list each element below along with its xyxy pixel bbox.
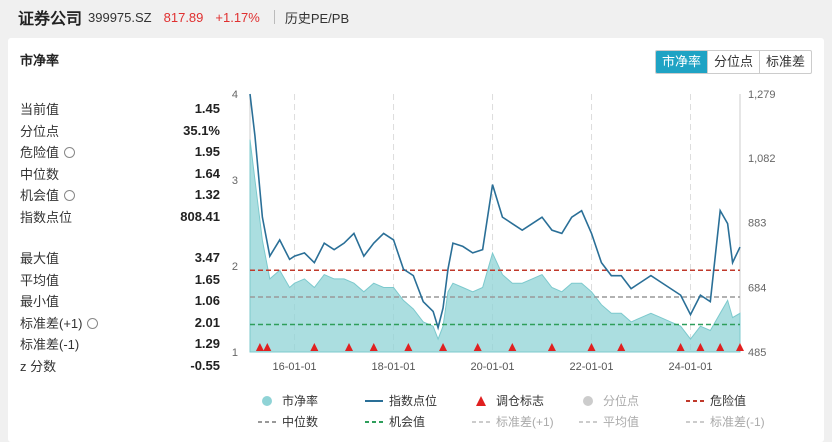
gear-icon[interactable] (64, 190, 76, 202)
rebalance-marker (255, 343, 264, 351)
stats-list: 当前值 1.45 分位点 35.1% 危险值 1.95 中位数 1.64 机会值 1.32… (20, 98, 220, 376)
header-bar: 证券公司 399975.SZ 817.89 +1.17% 历史PE/PB (0, 0, 832, 34)
stat-sd-plus: 标准差(+1) 2.01 (20, 314, 220, 331)
legend-sd-plus[interactable]: 标准差(+1) (472, 415, 554, 429)
x-tick-label: 22-01-01 (569, 361, 613, 373)
legend-median[interactable]: 中位数 (258, 415, 319, 429)
legend-percentile[interactable]: 分位点 (579, 392, 686, 409)
x-tick-label: 20-01-01 (471, 361, 515, 373)
pb-chart: 1 2 3 4 485 684 883 1,082 1,279 16-01-01 18-01-01 2… (232, 89, 776, 373)
percentile-button[interactable]: 分位点 (706, 51, 759, 73)
rebalance-marker (617, 343, 626, 351)
y-right-tick-label: 485 (748, 347, 766, 359)
rebalance-marker (676, 343, 685, 351)
metric-switcher: 市净率 分位点 标准差 (654, 50, 812, 74)
stat-current: 当前值 1.45 (20, 101, 220, 118)
rebalance-marker (547, 343, 556, 351)
x-tick-label: 16-01-01 (273, 361, 317, 373)
x-tick-label: 24-01-01 (668, 361, 712, 373)
rebalance-marker (439, 343, 448, 351)
index-change: +1.17% (215, 9, 260, 25)
legend-sd-minus[interactable]: 标准差(-1) (686, 415, 765, 429)
pb-button[interactable]: 市净率 (655, 51, 707, 73)
stat-min: 最小值 1.06 (20, 293, 220, 310)
stat-z: z 分数 -0.55 (20, 357, 220, 374)
legend-rebalance[interactable]: 调仓标志 (472, 392, 579, 409)
index-name: 证券公司 (18, 11, 83, 28)
index-code: 399975.SZ (88, 9, 152, 25)
y-right-tick-label: 883 (748, 218, 766, 230)
rebalance-marker (736, 343, 744, 351)
stat-chance: 机会值 1.32 (20, 187, 220, 204)
rebalance-marker (404, 343, 413, 351)
y-right-tick-label: 1,082 (748, 153, 776, 165)
chart-legend: 市净率 指数点位 调仓标志 分位点 危险值 中位数 机会值 标准差(+1) 平均… (258, 390, 818, 432)
legend-danger[interactable]: 危险值 (686, 394, 747, 408)
rebalance-marker (587, 343, 596, 351)
y-right-tick-label: 1,279 (748, 89, 776, 101)
stat-mean: 平均值 1.65 (20, 271, 220, 288)
y-left-tick-label: 1 (232, 347, 238, 359)
index-line (249, 93, 741, 331)
stat-danger: 危险值 1.95 (20, 144, 220, 161)
gear-icon[interactable] (87, 317, 99, 329)
stat-index: 指数点位 808.41 (20, 208, 220, 225)
index-price: 817.89 (163, 9, 204, 25)
rebalance-marker (310, 343, 319, 351)
stat-sd-minus: 标准差(-1) 1.29 (20, 336, 220, 353)
legend-pb[interactable]: 市净率 (258, 392, 365, 409)
rebalance-marker (716, 343, 725, 351)
std-button[interactable]: 标准差 (758, 51, 811, 73)
rebalance-marker (696, 343, 705, 351)
legend-index[interactable]: 指数点位 (365, 394, 438, 408)
rebalance-marker (369, 343, 378, 351)
stat-percentile: 分位点 35.1% (20, 122, 220, 139)
rebalance-marker (473, 343, 482, 351)
tab-history-pe-pb[interactable]: 历史PE/PB (284, 10, 350, 26)
rebalance-marker (508, 343, 517, 351)
y-left-tick-label: 4 (232, 89, 238, 101)
legend-chance[interactable]: 机会值 (365, 415, 426, 429)
gear-icon[interactable] (64, 147, 76, 159)
stat-max: 最大值 3.47 (20, 250, 220, 267)
chart-panel: 市净率 市净率 分位点 标准差 当前值 1.45 分位点 35.1% 危险值 1.95… (8, 38, 824, 442)
legend-mean[interactable]: 平均值 (579, 415, 640, 429)
y-left-tick-label: 2 (232, 261, 238, 273)
y-left-tick-label: 3 (232, 175, 238, 187)
panel-title: 市净率 (20, 53, 60, 68)
y-right-tick-label: 684 (748, 282, 766, 294)
stat-median: 中位数 1.64 (20, 165, 220, 182)
rebalance-marker (263, 343, 272, 351)
rebalance-marker (344, 343, 353, 351)
header-divider (273, 10, 275, 24)
x-tick-label: 18-01-01 (372, 361, 416, 373)
